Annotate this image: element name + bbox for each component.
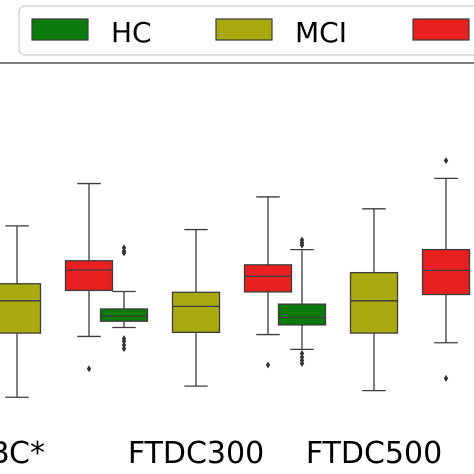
box-body <box>243 264 293 293</box>
outlier-point <box>299 349 305 357</box>
legend-swatch-hc <box>31 18 89 41</box>
outlier-point <box>443 157 449 165</box>
box-body <box>64 260 114 292</box>
outlier-point <box>121 335 127 343</box>
outlier-point <box>121 244 127 252</box>
plot-area <box>0 62 474 398</box>
box-bc-mci <box>0 225 42 398</box>
x-tick-label: FTDC300 <box>128 436 264 471</box>
box-body <box>99 308 149 322</box>
box-body <box>277 303 327 326</box>
legend-swatch-mci <box>215 18 273 41</box>
box-ftdc500-series3 <box>421 157 471 382</box>
x-tick-label: FTDC500 <box>306 436 442 471</box>
box-ftdc300-series3 <box>243 196 293 369</box>
legend-label-hc: HC <box>111 16 152 49</box>
box-ftdc500-mci <box>349 208 399 392</box>
x-tick-label: BC* <box>0 436 45 471</box>
outlier-point <box>265 361 271 369</box>
box-ftdc500-hc <box>277 236 327 368</box>
box-bc-series3 <box>64 182 114 373</box>
x-axis-tick-labels: BC* FTDC300 FTDC500 <box>0 436 442 471</box>
box-body <box>171 291 221 333</box>
box-ftdc300-hc <box>99 244 149 353</box>
outlier-point <box>443 374 449 382</box>
outlier-point <box>299 353 305 361</box>
box-ftdc300-mci <box>171 228 221 387</box>
outlier-point <box>299 236 305 244</box>
outlier-point <box>121 345 127 353</box>
box-body <box>349 271 399 334</box>
outlier-point <box>121 341 127 349</box>
outlier-point <box>86 365 92 373</box>
legend: HC MCI <box>18 5 474 56</box>
legend-swatch-series3 <box>412 18 470 41</box>
box-body <box>421 248 471 296</box>
box-body <box>0 283 42 334</box>
legend-label-mci: MCI <box>295 16 347 49</box>
